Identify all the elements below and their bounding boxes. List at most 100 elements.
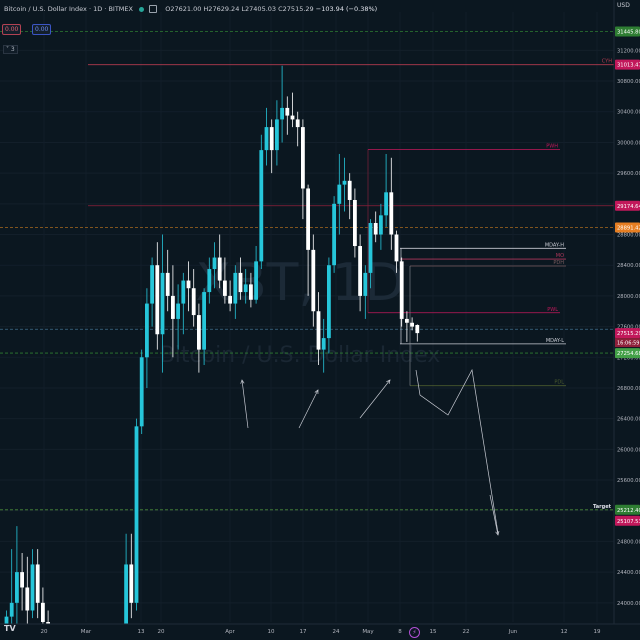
- candle-down: [165, 272, 170, 296]
- candle-down: [217, 257, 222, 281]
- time-tick-label: 12: [561, 629, 568, 635]
- candle-down: [269, 127, 274, 151]
- level-label-mdayl: MDAY-L: [546, 338, 564, 344]
- candle-down: [249, 284, 253, 300]
- projection-path: [415, 368, 499, 534]
- ohlc-high: H27629.24: [203, 5, 240, 13]
- time-tick-label: Apr: [225, 629, 235, 635]
- price-tick-label: 24000.00: [617, 601, 640, 607]
- symbol-header: Bitcoin / U.S. Dollar Index · 1D · BITME…: [4, 3, 377, 15]
- candle-up: [134, 426, 139, 603]
- time-tick-label: 13: [138, 629, 145, 635]
- time-tick-label: May: [362, 629, 374, 635]
- candle-down: [394, 234, 399, 262]
- candle-down: [311, 249, 316, 312]
- candle-up: [30, 564, 35, 611]
- price-tag: [615, 200, 640, 211]
- candle-up: [139, 357, 144, 427]
- price-tag-label: 25212.40: [617, 508, 640, 514]
- candle-up: [176, 303, 180, 319]
- level-label-pwh: PWH: [546, 143, 558, 149]
- indicator-value-blue[interactable]: 0.00: [32, 24, 52, 35]
- arrow-up-1-head: [240, 379, 245, 384]
- symbol-name[interactable]: Bitcoin / U.S. Dollar Index · 1D · BITME…: [4, 5, 133, 13]
- price-tick-label: 27200.00: [617, 355, 640, 361]
- candle-up: [259, 150, 264, 262]
- candle-down: [238, 272, 243, 293]
- candle-up: [327, 265, 331, 339]
- price-tag: [615, 26, 640, 37]
- tradingview-logo: TV: [4, 624, 16, 633]
- candle-up: [145, 303, 149, 358]
- price-tag: [615, 515, 640, 526]
- candle-down: [389, 192, 394, 235]
- candle-down: [415, 324, 420, 334]
- projection-arrow: [489, 494, 499, 536]
- candle-down: [171, 295, 175, 319]
- currency-label[interactable]: USD: [617, 2, 630, 9]
- arrow-up-3-head: [386, 379, 391, 384]
- candle-down: [285, 107, 290, 116]
- price-tick-label: 30400.00: [617, 110, 640, 116]
- price-tags: 31445.80 31013.47 29174.64 28891.42 27515.29…: [615, 26, 640, 526]
- time-tick-label: 19: [594, 629, 601, 635]
- price-tick-label: 24400.00: [617, 570, 640, 576]
- ohlc-close: C27515.29: [278, 5, 314, 13]
- candle-up: [368, 223, 373, 273]
- time-tick-label: 17: [300, 629, 307, 635]
- price-tick-label: 25600.00: [617, 478, 640, 484]
- price-tick-label: 28000.00: [617, 294, 640, 300]
- projection-arrow-head: [495, 531, 500, 536]
- arrow-up-2-head: [314, 389, 319, 395]
- candle-up: [337, 184, 342, 204]
- projection-drawings: [240, 368, 500, 536]
- price-tick-label: 31200.00: [617, 48, 640, 54]
- candle-up: [160, 272, 165, 335]
- candle-down: [25, 587, 30, 611]
- price-tick-label: 26000.00: [617, 447, 640, 453]
- candle-up: [332, 203, 336, 266]
- candle-up: [363, 272, 368, 296]
- level-label-mdayh: MDAY-H: [545, 242, 564, 248]
- candle-down: [20, 572, 24, 588]
- price-tick-label: 26400.00: [617, 417, 640, 423]
- level-label-cyh: CYH: [602, 59, 612, 65]
- countdown-label: 16:06:59: [617, 341, 639, 347]
- indicator-value-red[interactable]: 0.00: [2, 24, 22, 35]
- candle-up: [342, 180, 347, 185]
- arrow-up-3: [359, 379, 391, 419]
- candle-down: [41, 602, 45, 622]
- level-label-pdh: PDH: [553, 260, 564, 266]
- time-tick-label: 24: [333, 629, 340, 635]
- candle-down: [295, 119, 300, 128]
- price-axis: 24000.0024400.0024800.0025200.0025600.00…: [613, 0, 640, 640]
- candle-down: [301, 127, 305, 189]
- ohlc-open: O27621.00: [165, 5, 202, 13]
- indicators-collapse-button[interactable]: ˅ 3: [3, 45, 18, 54]
- price-tag: [615, 222, 640, 233]
- candle-up: [321, 338, 326, 350]
- candle-down: [405, 318, 409, 323]
- candle-up: [207, 269, 212, 293]
- time-tick-label: 10: [268, 629, 275, 635]
- candle-up: [384, 192, 388, 216]
- candle-down: [228, 295, 232, 304]
- candle-down: [410, 322, 414, 327]
- candle-up: [150, 265, 154, 304]
- candle-up: [275, 119, 279, 151]
- candle-down: [223, 280, 227, 296]
- candle-up: [202, 292, 206, 350]
- level-label-pdl: PDL: [554, 380, 564, 386]
- price-tick-label: 27600.00: [617, 325, 640, 331]
- candle-up: [243, 284, 248, 293]
- level-label-mo: MO: [556, 253, 564, 259]
- eye-icon[interactable]: [149, 5, 158, 13]
- price-tick-label: 28800.00: [617, 233, 640, 239]
- level-label-pwl: PWL: [547, 307, 558, 313]
- flash-icon[interactable]: ⚡: [409, 627, 420, 638]
- candle-up: [264, 127, 269, 151]
- ohlc-low: L27405.03: [241, 5, 277, 13]
- candle-down: [290, 115, 295, 120]
